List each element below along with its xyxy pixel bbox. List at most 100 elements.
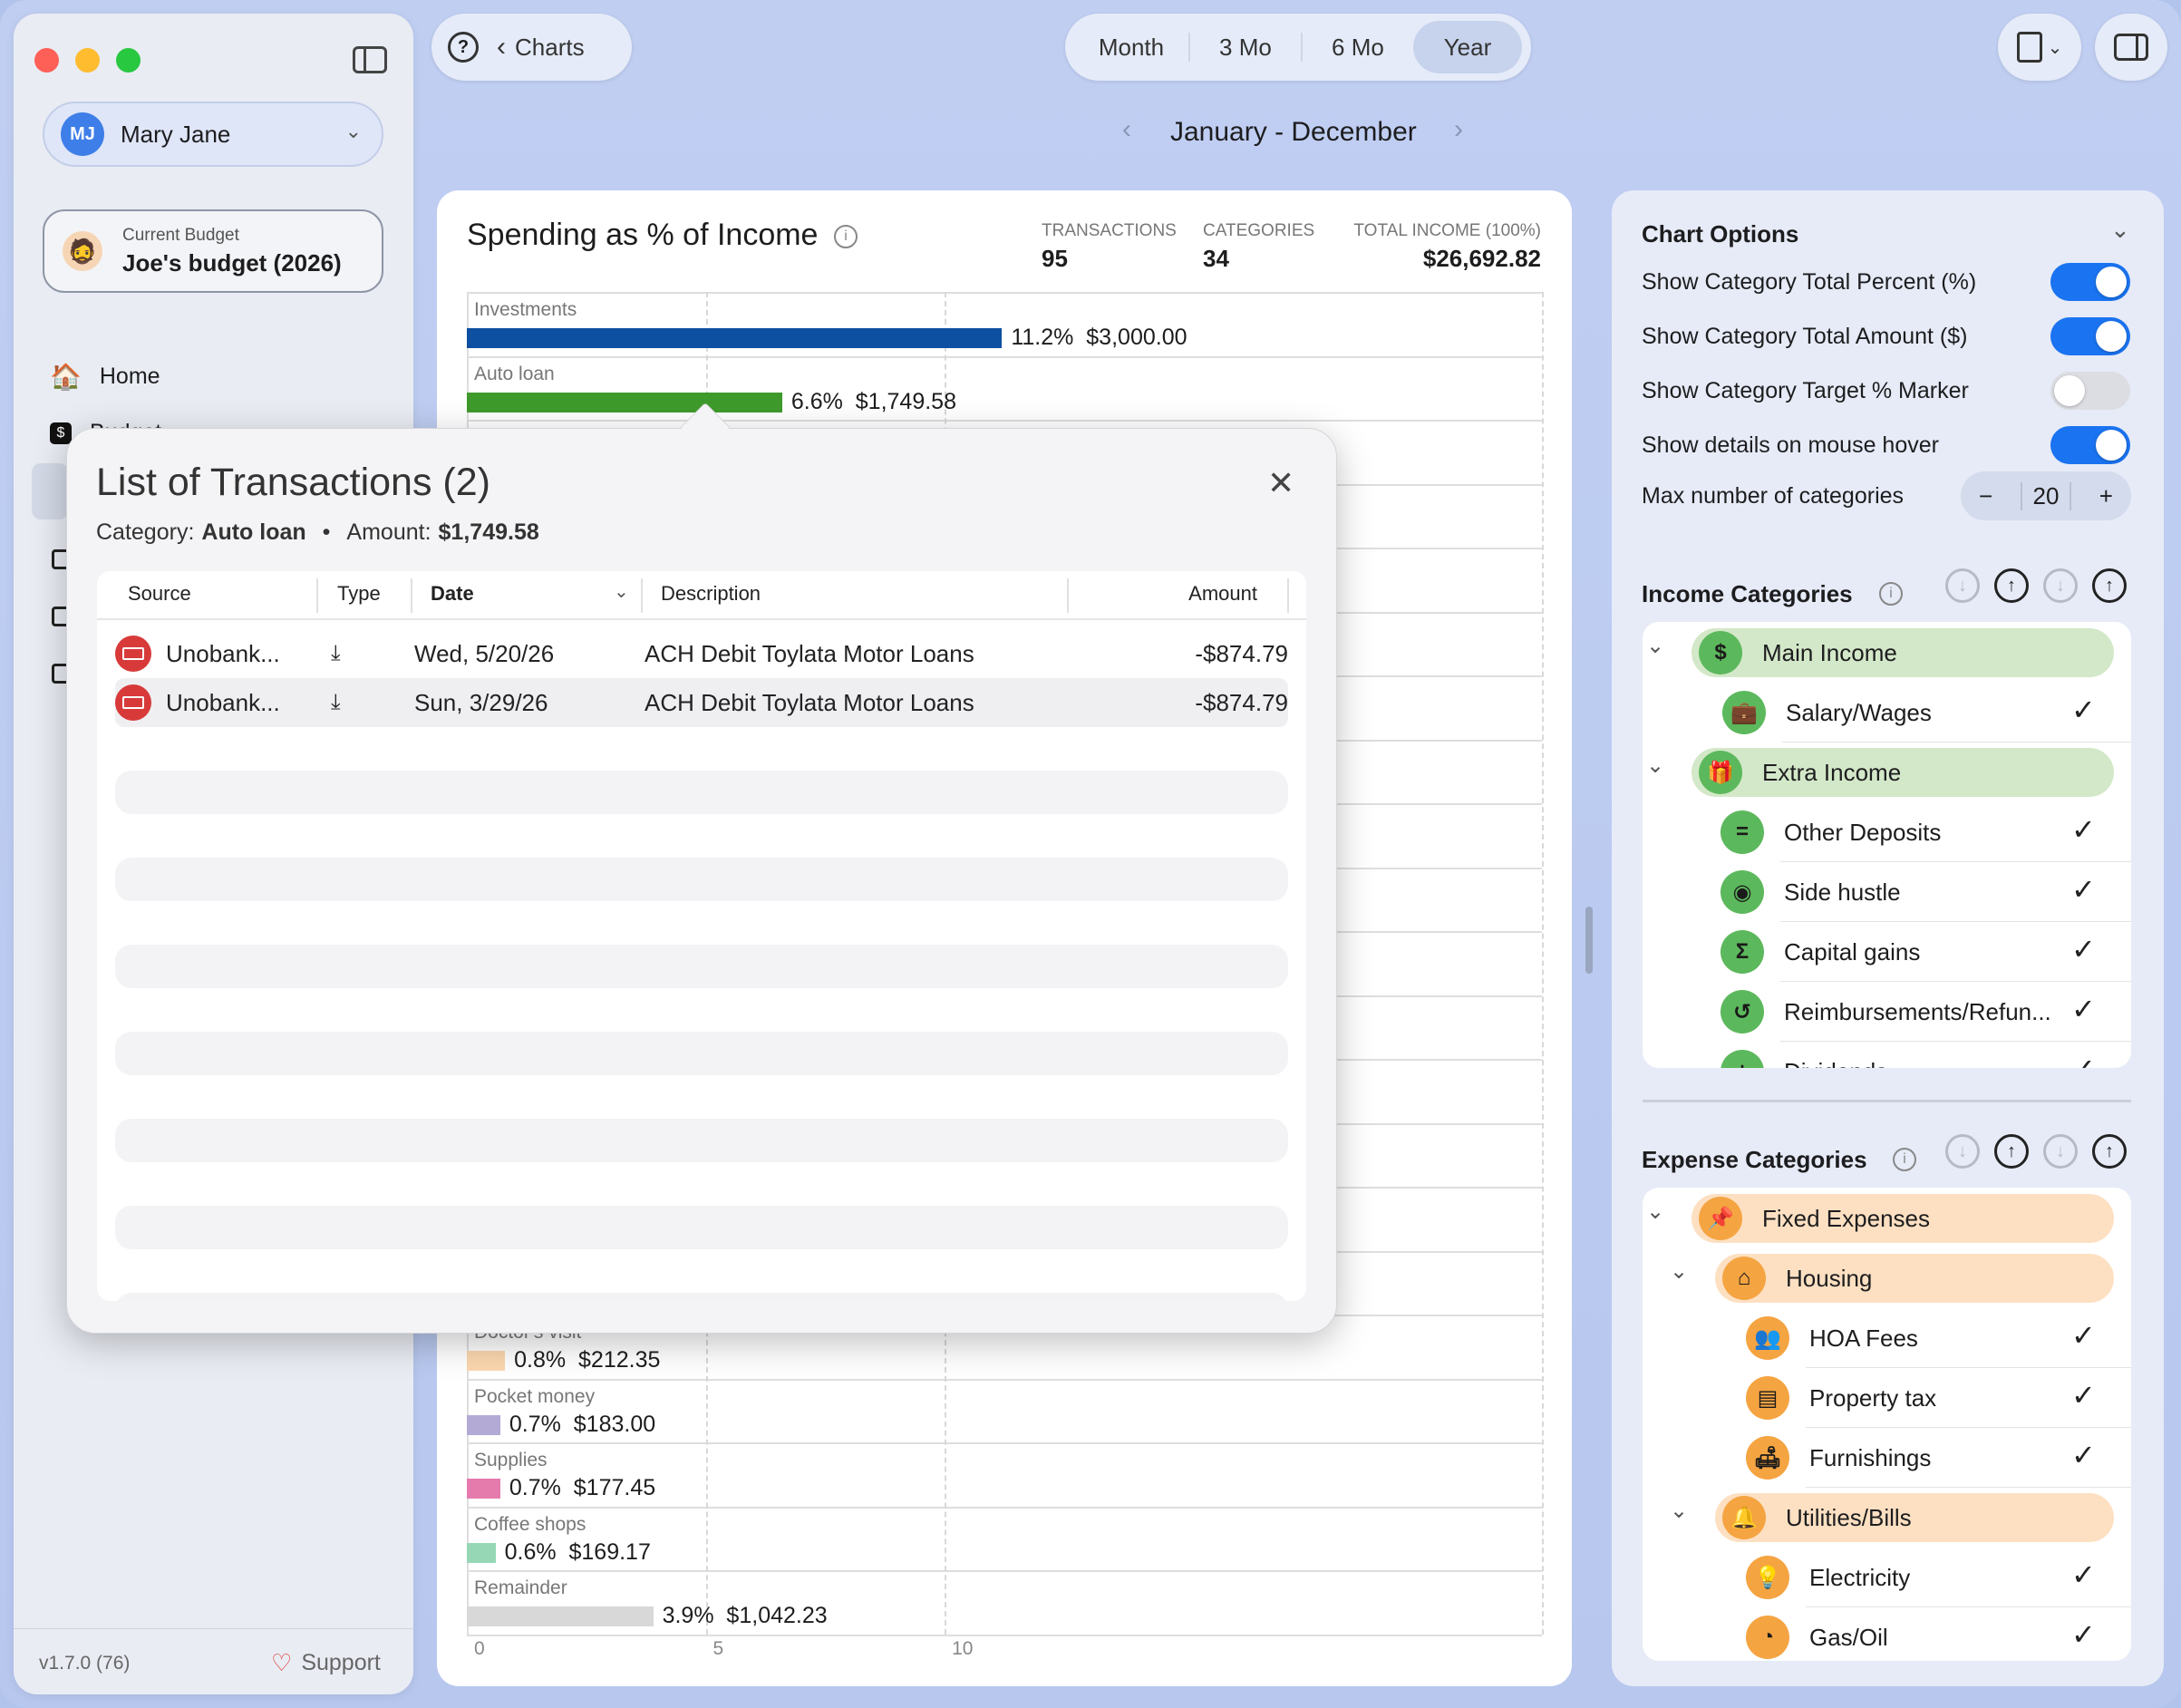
- category-row[interactable]: ◉ Side hustle: [1721, 870, 1901, 914]
- category-row[interactable]: 📌 Fixed Expenses: [1699, 1197, 1930, 1240]
- decrement-button[interactable]: −: [1979, 481, 1993, 509]
- split-view-handle[interactable]: [1585, 907, 1593, 974]
- sidebar-item-charts[interactable]: [32, 463, 68, 519]
- column-date[interactable]: Date: [431, 582, 474, 605]
- category-label: Extra Income: [1762, 758, 1902, 786]
- user-selector[interactable]: MJ Mary Jane ⌄: [43, 102, 383, 167]
- move-bottom-icon[interactable]: ↓: [2043, 568, 2078, 603]
- move-bottom-icon[interactable]: ↓: [2043, 1134, 2078, 1169]
- category-row[interactable]: Σ Capital gains: [1721, 930, 1920, 974]
- chart-bar[interactable]: [467, 1542, 496, 1563]
- sidebar-toggle-icon[interactable]: [353, 46, 387, 73]
- category-icon: $: [1699, 631, 1742, 674]
- toggle-category-amount[interactable]: [2050, 317, 2130, 355]
- previous-period-button[interactable]: ‹: [1122, 114, 1131, 144]
- info-icon[interactable]: i: [834, 225, 858, 248]
- toggle-mouse-hover[interactable]: [2050, 426, 2130, 464]
- column-type[interactable]: Type: [337, 582, 381, 605]
- stepper-value[interactable]: 20: [2020, 481, 2072, 510]
- chart-bar[interactable]: [467, 392, 782, 412]
- group-highlight: [1691, 628, 2114, 677]
- checkmark-icon[interactable]: ✓: [2071, 993, 2096, 1025]
- support-button[interactable]: ♡ Support: [271, 1649, 381, 1677]
- toggle-category-percent[interactable]: [2050, 263, 2130, 301]
- category-row[interactable]: = Other Deposits: [1721, 810, 1941, 854]
- move-up-icon[interactable]: ↑: [1994, 568, 2029, 603]
- category-row[interactable]: ⌂ Housing: [1722, 1257, 1872, 1300]
- category-row[interactable]: 💼 Salary/Wages: [1722, 691, 1932, 734]
- chevron-down-icon[interactable]: ⌄: [1670, 1499, 1689, 1523]
- minimize-window-button[interactable]: [75, 48, 100, 73]
- category-label: Dividends: [1784, 1058, 1887, 1069]
- period-year[interactable]: Year: [1412, 21, 1523, 73]
- zoom-window-button[interactable]: [116, 48, 141, 73]
- checkmark-icon[interactable]: ✓: [2071, 933, 2096, 966]
- category-row[interactable]: ▤ Property tax: [1746, 1376, 1936, 1420]
- info-icon[interactable]: i: [1893, 1148, 1916, 1171]
- category-row[interactable]: 🎁 Extra Income: [1699, 751, 1901, 794]
- close-window-button[interactable]: [34, 48, 59, 73]
- chevron-down-icon[interactable]: ⌄: [1646, 634, 1665, 658]
- move-up-icon[interactable]: ↑: [1994, 1134, 2029, 1169]
- chart-bar[interactable]: [467, 1606, 654, 1626]
- source-text: Unobank...: [166, 688, 280, 716]
- increment-button[interactable]: +: [2099, 481, 2113, 509]
- chevron-down-icon[interactable]: ⌄: [2110, 216, 2130, 243]
- next-period-button[interactable]: ›: [1454, 114, 1463, 144]
- period-month[interactable]: Month: [1098, 33, 1165, 61]
- inspector-toggle-button[interactable]: [2095, 14, 2167, 81]
- chart-bar[interactable]: [467, 328, 1003, 348]
- info-icon[interactable]: i: [1879, 582, 1903, 606]
- toggle-target-marker[interactable]: [2050, 372, 2130, 410]
- table-row[interactable]: Unobank... ⤓ Wed, 5/20/26 ACH Debit Toyl…: [115, 629, 1288, 678]
- support-label: Support: [301, 1650, 381, 1675]
- chart-row-divider: [467, 1634, 1542, 1636]
- category-row[interactable]: + Dividends: [1721, 1050, 1887, 1068]
- back-button[interactable]: ‹ Charts: [497, 32, 585, 63]
- checkmark-icon[interactable]: ✓: [2071, 813, 2096, 846]
- category-row[interactable]: 👥 HOA Fees: [1746, 1316, 1918, 1360]
- chart-bar[interactable]: [467, 1414, 500, 1435]
- sort-chevron-icon[interactable]: ⌄: [614, 582, 629, 602]
- chart-bar[interactable]: [467, 1479, 500, 1499]
- category-row[interactable]: ↺ Reimbursements/Refun...: [1721, 990, 2051, 1034]
- stat-label: TOTAL INCOME (100%): [1353, 221, 1541, 240]
- help-icon[interactable]: ?: [448, 32, 479, 63]
- chevron-down-icon[interactable]: ⌄: [1646, 1199, 1665, 1224]
- checkmark-icon[interactable]: ✓: [2071, 1558, 2096, 1591]
- checkmark-icon[interactable]: ✓: [2071, 1618, 2096, 1651]
- current-budget-selector[interactable]: 🧔 Current Budget Joe's budget (2026): [43, 209, 383, 293]
- checkmark-icon[interactable]: ✓: [2071, 694, 2096, 726]
- column-amount[interactable]: Amount: [1188, 582, 1257, 605]
- category-icon: 🔔: [1722, 1496, 1766, 1539]
- report-menu-button[interactable]: ⌄: [1998, 14, 2081, 81]
- download-icon: ⤓: [331, 690, 341, 714]
- move-top-icon[interactable]: ↑: [2092, 568, 2127, 603]
- category-row[interactable]: $ Main Income: [1699, 631, 1897, 674]
- category-row[interactable]: ◔ Gas/Oil: [1746, 1616, 1888, 1659]
- move-down-icon[interactable]: ↓: [1945, 568, 1980, 603]
- move-down-icon[interactable]: ↓: [1945, 1134, 1980, 1169]
- category-row[interactable]: 💡 Electricity: [1746, 1556, 1910, 1599]
- column-description[interactable]: Description: [661, 582, 761, 605]
- category-label: Capital gains: [1784, 937, 1921, 966]
- chart-bar[interactable]: [467, 1351, 506, 1371]
- table-row[interactable]: Unobank... ⤓ Sun, 3/29/26 ACH Debit Toyl…: [115, 678, 1288, 727]
- period-6mo[interactable]: 6 Mo: [1332, 33, 1384, 61]
- app-version: v1.7.0 (76): [39, 1653, 131, 1674]
- chevron-down-icon[interactable]: ⌄: [1646, 753, 1665, 778]
- checkmark-icon[interactable]: ✓: [2071, 1052, 2096, 1068]
- empty-row: [115, 858, 1288, 901]
- category-row[interactable]: 🛋 Furnishings: [1746, 1436, 1931, 1480]
- move-top-icon[interactable]: ↑: [2092, 1134, 2127, 1169]
- checkmark-icon[interactable]: ✓: [2071, 1319, 2096, 1352]
- close-icon[interactable]: ✕: [1267, 464, 1295, 501]
- period-3mo[interactable]: 3 Mo: [1219, 33, 1272, 61]
- checkmark-icon[interactable]: ✓: [2071, 1379, 2096, 1412]
- chevron-down-icon[interactable]: ⌄: [1670, 1259, 1689, 1284]
- checkmark-icon[interactable]: ✓: [2071, 873, 2096, 906]
- category-row[interactable]: 🔔 Utilities/Bills: [1722, 1496, 1912, 1539]
- sidebar-item-home[interactable]: 🏠 Home: [50, 362, 160, 392]
- column-source[interactable]: Source: [128, 582, 191, 605]
- checkmark-icon[interactable]: ✓: [2071, 1439, 2096, 1471]
